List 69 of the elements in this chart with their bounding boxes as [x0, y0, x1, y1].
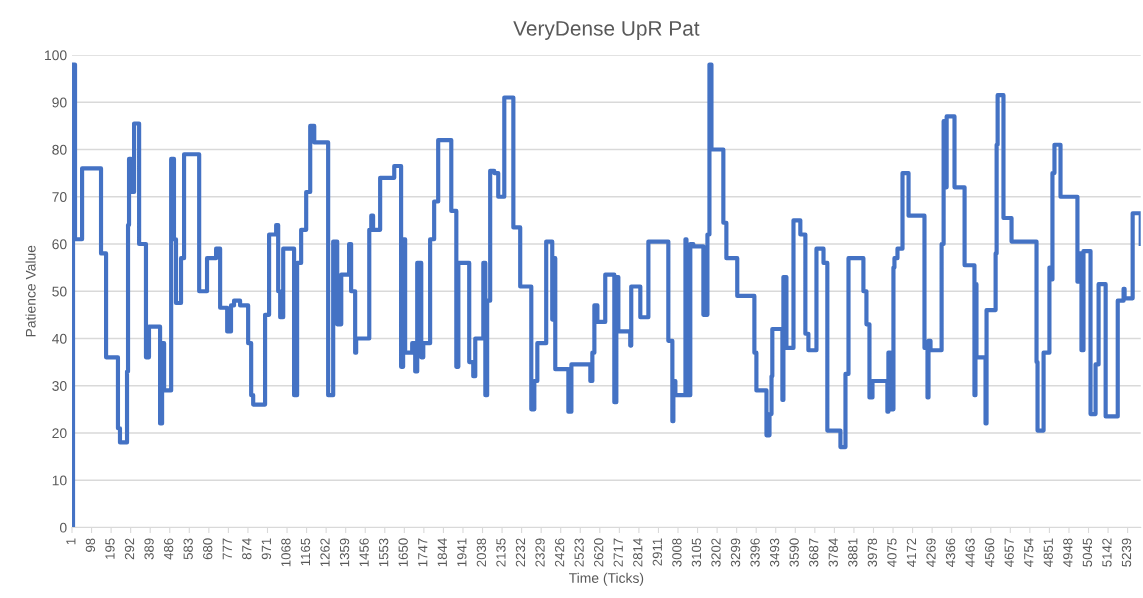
x-tick-label: 1650	[398, 538, 408, 567]
x-tick-label: 2135	[496, 538, 506, 567]
x-tick-label: 1262	[320, 538, 330, 567]
y-tick-label: 20	[52, 428, 67, 439]
x-tick-label: 4269	[926, 538, 936, 567]
y-tick-label: 80	[52, 144, 67, 155]
x-tick-label: 389	[144, 538, 154, 560]
y-tick-label: 60	[52, 239, 67, 250]
x-tick-label: 1068	[281, 538, 291, 567]
y-tick-label: 0	[59, 522, 67, 533]
x-tick-label: 3008	[672, 538, 682, 567]
y-tick-label: 10	[52, 475, 67, 486]
chart-title: VeryDense UpR Pat	[513, 21, 700, 40]
x-tick-label: 2038	[476, 538, 487, 567]
y-tick-label: 70	[52, 192, 67, 202]
x-tick-label: 3105	[691, 538, 702, 567]
x-tick-label: 1	[66, 538, 76, 545]
x-tick-label: 2329	[535, 538, 545, 567]
x-tick-label: 583	[183, 538, 193, 560]
y-tick-label: 30	[52, 381, 67, 391]
x-tick-label: 4463	[965, 538, 975, 567]
x-tick-label: 3687	[809, 538, 819, 567]
y-tick-label: 40	[52, 333, 67, 344]
x-tick-label: 1456	[359, 538, 369, 567]
x-tick-label: 3881	[848, 538, 858, 567]
x-tick-label: 3493	[769, 538, 780, 567]
x-axis-title: Time (Ticks)	[569, 572, 644, 586]
x-tick-label: 4851	[1043, 538, 1053, 567]
x-tick-label: 5045	[1082, 538, 1093, 567]
x-tick-label: 98	[85, 538, 96, 552]
x-tick-label: 4657	[1004, 538, 1014, 567]
x-tick-label: 3978	[867, 538, 878, 567]
x-tick-label: 777	[222, 538, 232, 560]
x-tick-label: 195	[105, 538, 115, 559]
x-tick-label: 3590	[789, 538, 799, 567]
x-tick-label: 874	[242, 538, 252, 560]
x-tick-label: 292	[124, 538, 135, 560]
x-tick-label: 680	[203, 538, 213, 560]
x-tick-label: 2911	[652, 538, 662, 566]
x-tick-label: 3299	[730, 538, 741, 567]
y-tick-label: 50	[52, 286, 67, 297]
x-tick-label: 3396	[750, 538, 760, 567]
x-tick-label: 2426	[554, 538, 565, 567]
y-tick-label: 100	[45, 50, 67, 61]
x-tick-label: 4560	[984, 538, 995, 567]
x-tick-label: 971	[261, 538, 272, 560]
x-tick-label: 4366	[945, 538, 956, 567]
x-tick-label: 1844	[437, 538, 447, 567]
x-tick-label: 1941	[457, 538, 467, 567]
x-tick-label: 5239	[1121, 538, 1132, 567]
x-tick-label: 1359	[339, 538, 350, 567]
x-tick-label: 2814	[633, 538, 643, 567]
x-tick-label: 3784	[828, 538, 838, 567]
x-tick-label: 486	[163, 538, 174, 560]
x-tick-label: 2523	[574, 538, 584, 567]
y-tick-label: 90	[52, 97, 67, 108]
x-tick-label: 1165	[300, 538, 311, 566]
y-axis-title: Patience Value	[25, 245, 36, 337]
x-tick-label: 5142	[1102, 538, 1112, 567]
x-tick-label: 2620	[594, 538, 604, 567]
x-tick-label: 2717	[613, 538, 623, 567]
x-tick-label: 3202	[711, 538, 721, 567]
x-tick-label: 1747	[418, 538, 428, 567]
x-tick-label: 4948	[1063, 538, 1073, 567]
x-tick-label: 2232	[515, 538, 526, 567]
x-tick-label: 1553	[378, 538, 389, 567]
x-tick-label: 4075	[887, 538, 897, 567]
x-tick-label: 4172	[906, 538, 916, 567]
x-tick-label: 4754	[1024, 538, 1034, 567]
